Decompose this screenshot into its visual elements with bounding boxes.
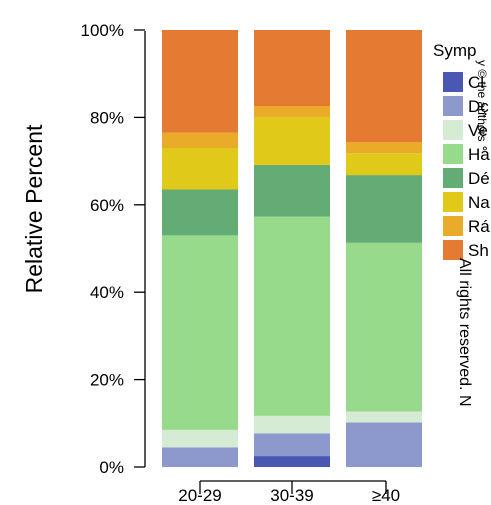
legend-label: Ve [468, 121, 488, 140]
bar-segment [346, 411, 422, 423]
watermark-text-faint: y © the authors [475, 60, 489, 142]
bar-segment [346, 175, 422, 243]
y-tick-label: 0% [99, 458, 124, 477]
legend-swatch [443, 72, 463, 92]
bar-segment [254, 116, 330, 166]
bar-segment [346, 142, 422, 154]
bar-segment [346, 422, 422, 467]
y-tick-label: 100% [81, 21, 124, 40]
bar-segment [254, 456, 330, 467]
legend-label: Na [468, 193, 490, 212]
legend-label: Cl [468, 73, 484, 92]
bar-segment [162, 30, 238, 133]
watermark-text: All rights reserved. N [456, 258, 473, 407]
bar-segment [254, 165, 330, 217]
x-tick-label: 30-39 [270, 486, 313, 505]
y-tick-label: 80% [90, 108, 124, 127]
bar-segment [254, 415, 330, 434]
bar-segment [162, 132, 238, 148]
y-tick-label: 60% [90, 196, 124, 215]
bars-group [162, 30, 422, 467]
bar-segment [162, 147, 238, 190]
bar-segment [254, 433, 330, 457]
bar-segment [346, 153, 422, 176]
x-tick-label: 20-29 [178, 486, 221, 505]
legend-swatch [443, 168, 463, 188]
x-tick-label: ≥40 [372, 486, 400, 505]
legend-swatch [443, 96, 463, 116]
legend: Cl Dç Ve Hå Dé Na Rá Sh [443, 72, 490, 260]
bar-segment [346, 30, 422, 143]
legend-label: Sh [468, 241, 489, 260]
y-axis-ticks: 0% 20% 40% 60% 80% 100% [81, 21, 145, 477]
legend-swatch [443, 120, 463, 140]
legend-swatch [443, 192, 463, 212]
legend-label: Dé [468, 169, 490, 188]
legend-label: Dç [468, 97, 489, 116]
bar-segment [162, 189, 238, 236]
y-tick-label: 20% [90, 371, 124, 390]
bar-segment [162, 447, 238, 467]
bar-segment [346, 242, 422, 412]
x-axis-labels: 20-29 30-39 ≥40 [178, 486, 400, 505]
bar-segment [162, 235, 238, 430]
y-axis-label: Relative Percent [21, 124, 47, 293]
bar-segment [254, 106, 330, 117]
bar-segment [254, 216, 330, 416]
legend-title: Symp [433, 41, 476, 60]
legend-swatch [443, 240, 463, 260]
legend-swatch [443, 216, 463, 236]
legend-label: Hå [468, 145, 490, 164]
legend-label: Rá [468, 217, 490, 236]
bar-segment [254, 30, 330, 107]
legend-swatch [443, 144, 463, 164]
y-tick-label: 40% [90, 283, 124, 302]
bar-segment [162, 429, 238, 448]
